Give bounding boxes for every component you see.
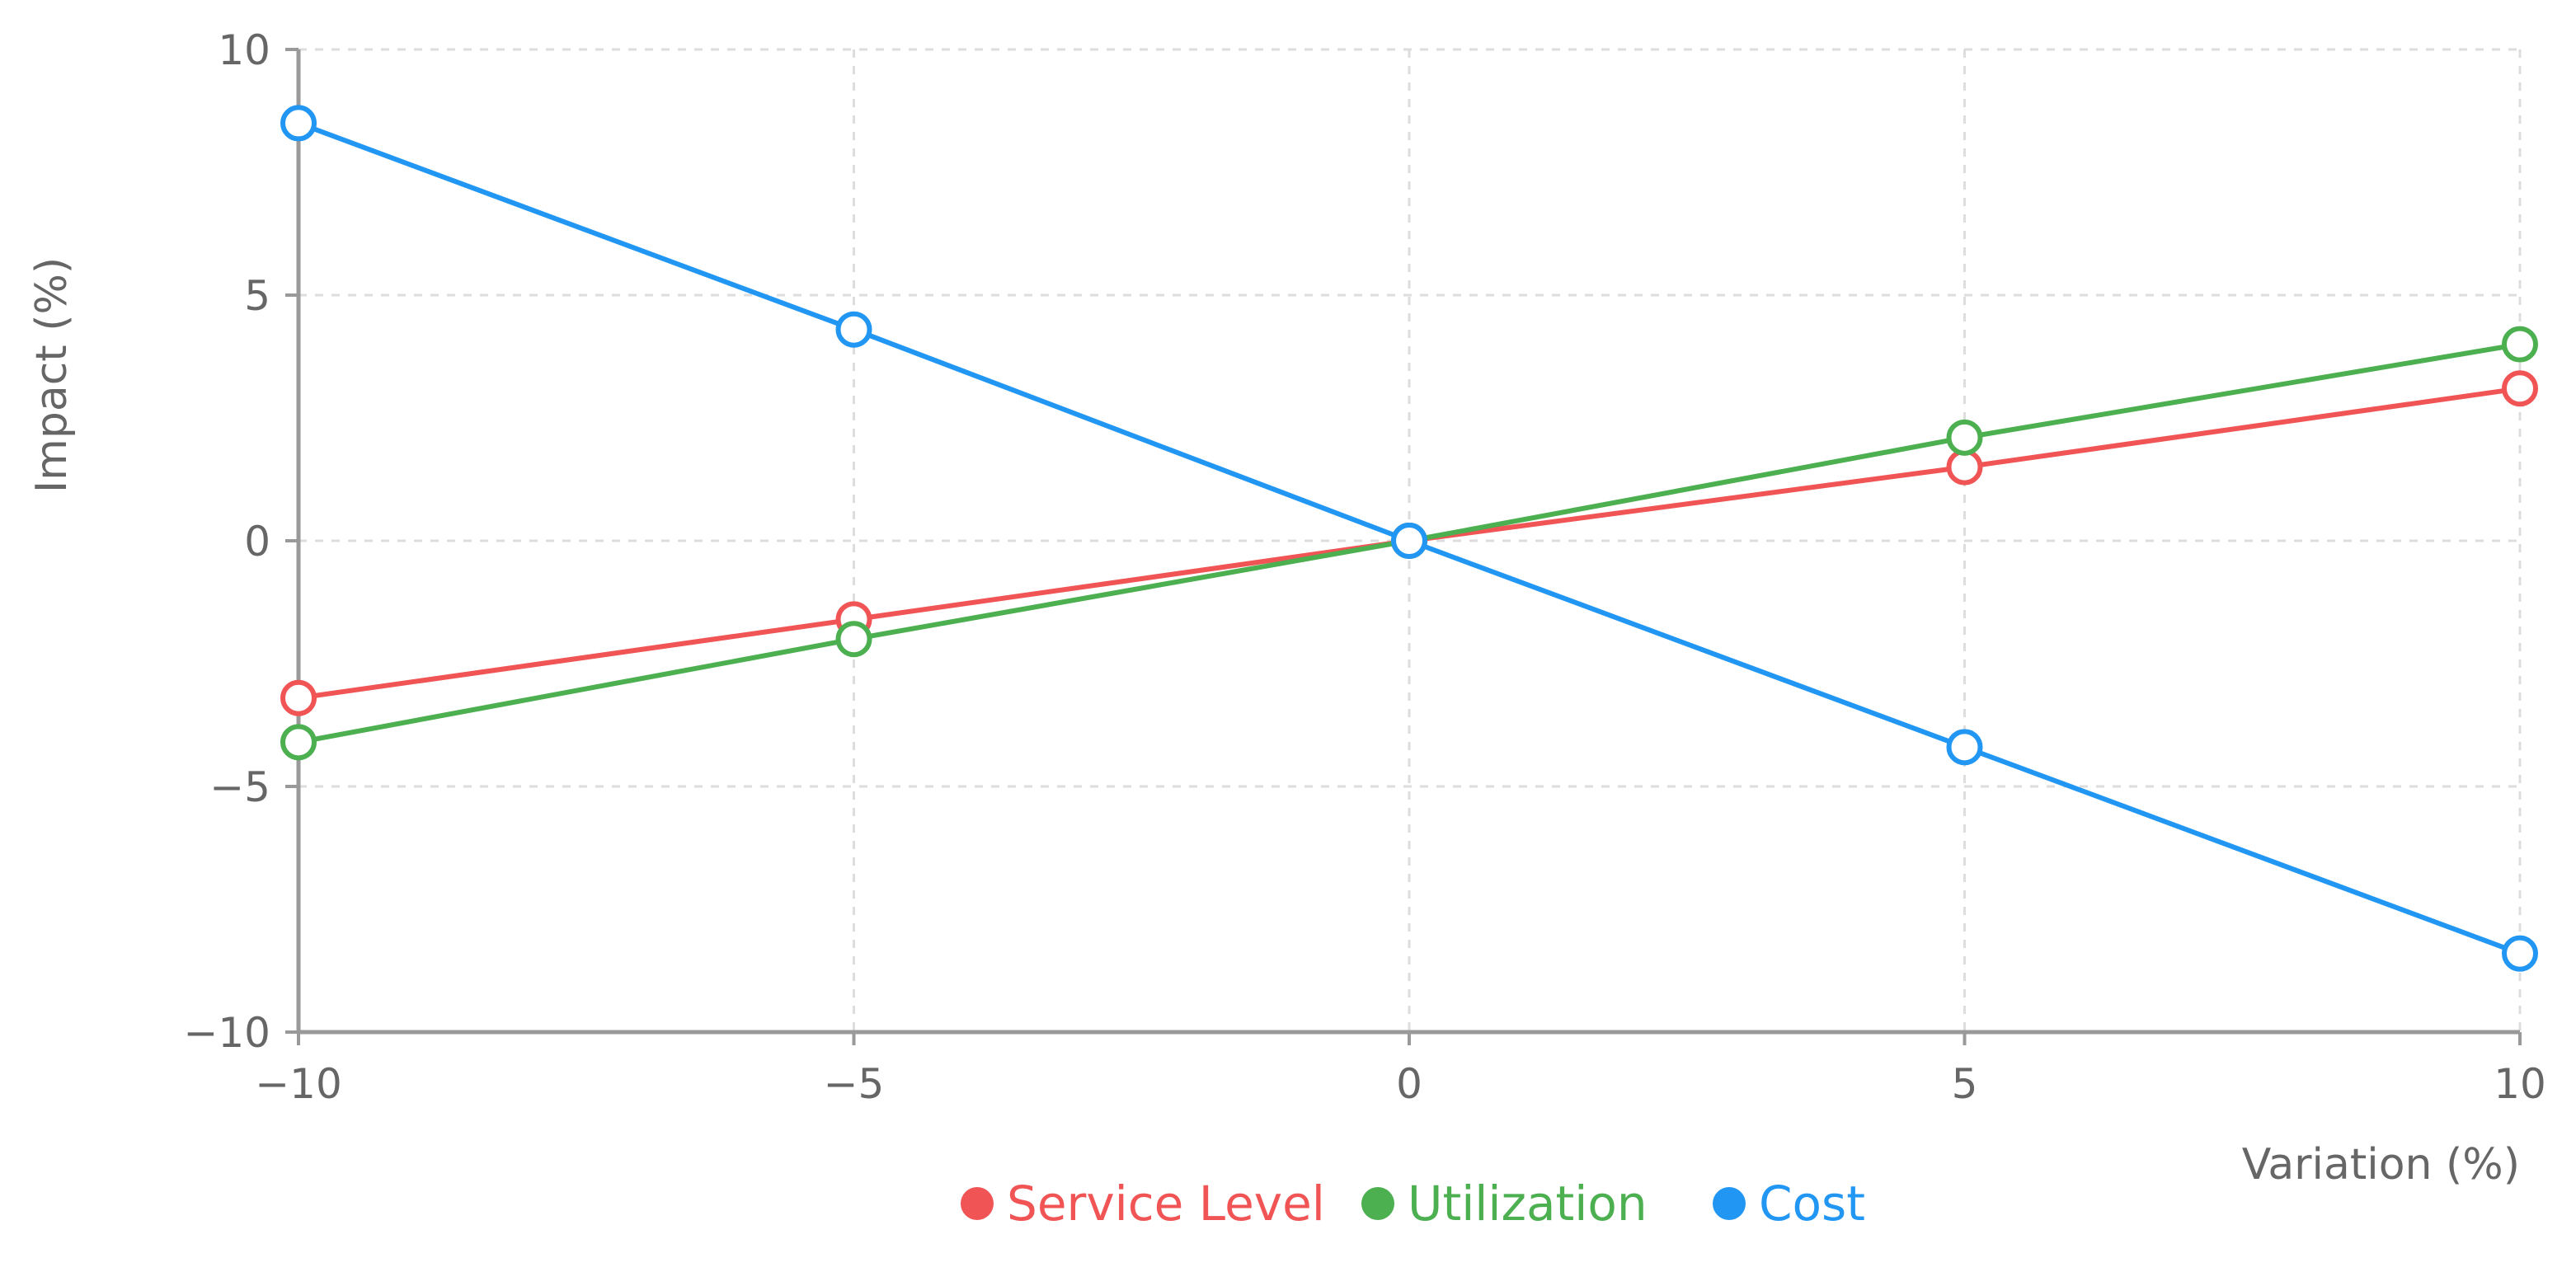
data-point-service-level[interactable]	[1946, 448, 1983, 486]
tick-labels: −10 −5 0 5 10 −10 −5 0 5 10	[183, 26, 2545, 1108]
y-tick-label: 5	[244, 272, 270, 320]
x-tick-label: −5	[824, 1060, 885, 1108]
y-axis-title: Impact (%)	[27, 257, 77, 493]
legend-swatch-cost	[1713, 1187, 1746, 1220]
legend-item-utilization[interactable]: Utilization	[1361, 1176, 1648, 1232]
legend[interactable]: Service Level Utilization Cost	[961, 1176, 1865, 1232]
data-point-utilization[interactable]	[280, 724, 317, 761]
x-tick-label: 10	[2494, 1060, 2546, 1108]
y-tick-label: 0	[244, 518, 270, 566]
legend-swatch-service-level	[961, 1187, 994, 1220]
data-point-service-level[interactable]	[280, 679, 317, 716]
legend-item-cost[interactable]: Cost	[1713, 1176, 1865, 1232]
series-cost	[280, 105, 2538, 972]
data-point-cost[interactable]	[2502, 935, 2538, 972]
data-point-cost[interactable]	[1946, 729, 1983, 766]
data-point-cost[interactable]	[1391, 523, 1427, 559]
data-point-cost[interactable]	[280, 105, 317, 142]
x-tick-label: 5	[1952, 1060, 1978, 1108]
series-group	[280, 105, 2538, 972]
legend-item-service-level[interactable]: Service Level	[961, 1176, 1325, 1232]
x-axis-title: Variation (%)	[2242, 1140, 2520, 1190]
y-tick-label: −10	[183, 1009, 270, 1057]
legend-label-service-level: Service Level	[1007, 1176, 1325, 1232]
data-point-service-level[interactable]	[2502, 370, 2538, 407]
legend-swatch-utilization	[1361, 1187, 1394, 1220]
legend-label-utilization: Utilization	[1408, 1176, 1648, 1232]
y-tick-label: −5	[209, 763, 270, 811]
data-point-utilization[interactable]	[1946, 419, 1983, 456]
x-tick-label: −10	[255, 1060, 342, 1108]
data-point-utilization[interactable]	[835, 621, 872, 658]
y-tick-label: 10	[218, 26, 270, 74]
data-point-cost[interactable]	[835, 311, 872, 348]
x-tick-label: 0	[1396, 1060, 1422, 1108]
data-point-utilization[interactable]	[2502, 326, 2538, 363]
legend-label-cost: Cost	[1759, 1176, 1865, 1232]
axes	[285, 48, 2522, 1045]
